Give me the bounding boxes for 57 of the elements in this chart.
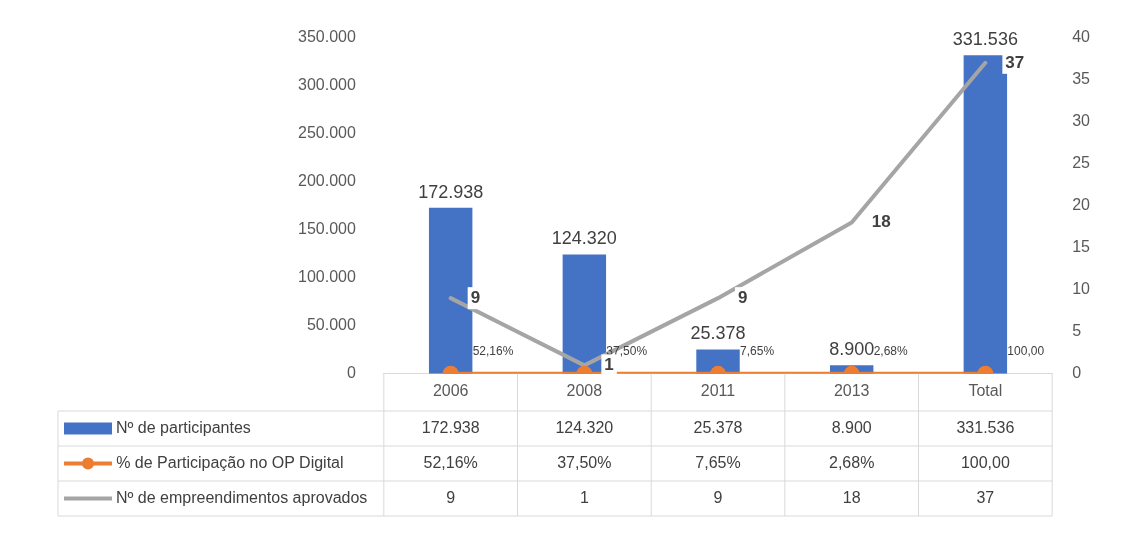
y2-tick-label: 20 (1072, 196, 1091, 214)
data-label: 124.320 (555, 418, 614, 436)
text: 7,65% (740, 344, 775, 359)
bar (562, 254, 607, 374)
x-tick-label: Total (968, 381, 1003, 399)
text: 331.536 (952, 29, 1018, 50)
data-label: 172.938 (421, 418, 480, 436)
text: 25.378 (690, 323, 746, 344)
y-tick-label: 100.000 (297, 268, 356, 286)
data-label: 100,00 (960, 453, 1010, 471)
data-label: 9 (446, 488, 456, 506)
text: 2,68% (873, 344, 908, 359)
data-label: 331.536 (956, 418, 1015, 436)
bar (428, 207, 473, 374)
text: 37 (1005, 52, 1025, 72)
y-tick-label: 300.000 (297, 76, 356, 94)
text: 52,16% (472, 344, 514, 359)
text: 172.938 (418, 181, 484, 202)
text: 1 (604, 355, 614, 375)
data-label: 37,50% (557, 453, 612, 471)
y2-tick-label: 10 (1072, 280, 1091, 298)
text: 18 (871, 212, 891, 232)
y2-tick-label: 35 (1072, 70, 1091, 88)
y-tick-label: 350.000 (297, 28, 356, 46)
y-tick-label: 200.000 (297, 172, 356, 190)
data-label: 25.378 (693, 418, 743, 436)
text: 100,00 (1007, 344, 1045, 359)
data-label: 9 (713, 488, 723, 506)
y2-tick-label: 25 (1072, 154, 1091, 172)
data-label: 2,68% (829, 453, 875, 471)
x-tick-label: 2011 (700, 381, 736, 399)
y-tick-label: 250.000 (297, 124, 356, 142)
legend-label: Nº de participantes (116, 418, 251, 436)
data-label: 37 (976, 488, 995, 506)
legend-label: % de Participação no OP Digital (116, 453, 344, 471)
y-tick-label: 50.000 (306, 316, 356, 334)
y2-tick-label: 40 (1072, 28, 1091, 46)
y2-tick-label: 0 (1072, 364, 1082, 382)
x-tick-label: 2013 (833, 381, 870, 399)
y2-tick-label: 15 (1072, 238, 1091, 256)
text: 9 (738, 287, 748, 307)
text: 8.900 (829, 339, 875, 360)
data-label: 1 (579, 488, 589, 506)
data-label: 7,65% (695, 453, 741, 471)
legend-label: Nº de empreendimentos aprovados (116, 488, 368, 506)
x-tick-label: 2006 (432, 381, 469, 399)
data-label: 18 (842, 488, 861, 506)
data-label: 52,16% (423, 453, 478, 471)
text: 124.320 (551, 228, 617, 249)
y-tick-label: 0 (346, 364, 356, 382)
data-label: 8.900 (831, 418, 872, 436)
y2-tick-label: 30 (1072, 112, 1091, 130)
y-tick-label: 150.000 (297, 220, 356, 238)
x-tick-label: 2008 (566, 381, 603, 399)
y2-tick-label: 5 (1072, 322, 1082, 340)
text: 9 (470, 287, 481, 307)
bar (963, 55, 1008, 374)
